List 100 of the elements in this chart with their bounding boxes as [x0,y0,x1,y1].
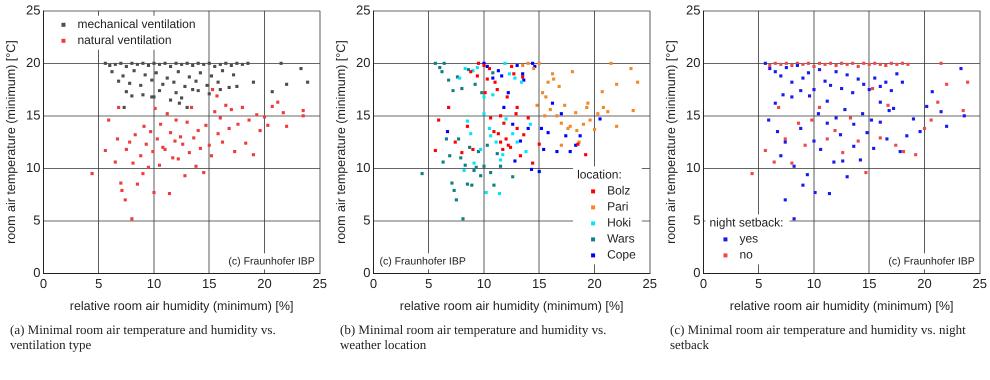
point [486,78,489,81]
point [514,112,518,116]
point [494,140,498,144]
point [434,148,437,152]
point [499,114,502,118]
point [502,106,506,109]
point [440,70,444,74]
point [513,159,516,163]
point [496,132,500,136]
point [531,162,534,165]
point [458,76,462,80]
point [602,106,605,109]
x-axis-title: relative room air humidity (minimum) [%] [400,298,624,313]
point [936,100,940,104]
point [596,112,600,116]
point [550,72,554,76]
point [586,102,590,105]
point [461,217,465,220]
point [823,62,827,66]
point [511,175,514,178]
point [486,64,489,68]
point [632,109,635,112]
point [516,140,519,144]
point [856,64,860,68]
point [524,150,528,154]
point [489,134,492,138]
point [516,106,519,109]
annotation: (c) Fraunhofer IBP [228,255,315,268]
x-axis-title: relative room air humidity (minimum) [%] [730,298,954,313]
point [878,136,882,140]
point [560,144,563,147]
point [447,78,450,82]
legend-label: no [739,248,754,262]
point [506,95,509,98]
annotation: (c) Fraunhofer IBP [379,255,466,268]
point [499,140,502,144]
point [420,172,424,176]
point [962,109,965,112]
y-tick-label: 15 [356,107,370,122]
point [615,82,618,86]
point [856,139,860,143]
point [833,128,837,132]
point [466,182,469,186]
point [868,62,871,66]
y-tick-label: 25 [686,2,700,18]
point [790,64,794,67]
text: (c) Minimal room air temperature and humidity vs. night setback [669,322,967,352]
point [570,70,574,74]
point [508,72,511,76]
point [535,104,539,107]
point [636,80,640,84]
point [750,172,754,176]
point [575,128,578,132]
point [606,110,610,114]
point [476,74,479,78]
point [504,117,508,121]
point [492,184,496,187]
point [777,106,780,109]
x-tick-label: 15 [532,276,546,291]
point [479,174,482,178]
legend-label: Bolz [607,184,630,198]
point [466,120,469,123]
point [496,88,499,92]
y-tick-label: 25 [356,2,370,18]
point [563,104,566,107]
legend-label: mechanical ventilation [77,17,196,32]
y-tick-label: 5 [363,212,370,228]
point [542,148,546,152]
point [511,122,514,126]
point [922,126,926,130]
point [531,62,534,65]
text: (b) Minimal room air temperature and humidity vs. weather location [339,322,608,352]
point [522,133,526,136]
point [506,144,510,147]
y-tick-label: 10 [356,160,370,175]
point [451,89,455,92]
point [564,134,568,138]
x-tick-label: 20 [257,276,272,291]
point [521,72,524,76]
y-tick-label: 20 [26,54,40,70]
point [790,162,794,165]
point [482,112,486,116]
point [471,148,474,152]
point [558,84,561,88]
point [513,76,516,80]
point [460,86,464,90]
point [492,130,496,134]
x-tick-label: 10 [476,276,492,291]
point [464,67,467,70]
point [472,162,476,165]
point [518,154,522,158]
point [434,62,437,65]
point [470,184,474,187]
x-tick-label: 5 [755,276,762,291]
legend-label: yes [739,232,758,246]
point [493,80,497,84]
point [930,118,933,122]
point [479,148,482,152]
point [829,62,832,65]
point [482,95,486,98]
